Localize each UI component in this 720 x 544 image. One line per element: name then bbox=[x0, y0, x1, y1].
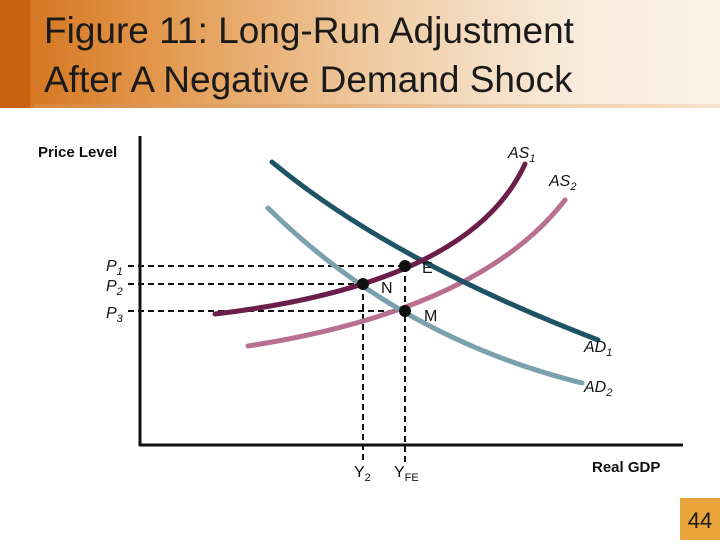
as1-curve bbox=[212, 161, 528, 317]
title-bar: Figure 11: Long-Run Adjustment After A N… bbox=[0, 0, 720, 108]
slide-title-line-1: Figure 11: Long-Run Adjustment bbox=[44, 10, 574, 51]
ad2-label: AD2 bbox=[583, 379, 612, 399]
p3-label: P3 bbox=[106, 305, 124, 325]
title-underline bbox=[34, 104, 720, 108]
point-e-label: E bbox=[422, 260, 433, 277]
as2-curve bbox=[245, 197, 568, 349]
point-n-dot bbox=[357, 278, 369, 290]
title-accent-bar bbox=[0, 0, 30, 108]
y2-label: Y2 bbox=[354, 464, 371, 484]
page-number: 44 bbox=[680, 498, 720, 540]
ad1-curve bbox=[269, 159, 601, 343]
y-axis-label: Price Level bbox=[38, 144, 117, 161]
slide-title: Figure 11: Long-Run Adjustment After A N… bbox=[44, 6, 574, 104]
slide-title-line-2: After A Negative Demand Shock bbox=[44, 59, 573, 100]
ad1-label: AD1 bbox=[583, 339, 612, 359]
p2-label: P2 bbox=[106, 278, 123, 298]
x-axis-label: Real GDP bbox=[592, 459, 660, 476]
point-m-dot bbox=[399, 305, 411, 317]
point-n-label: N bbox=[381, 280, 393, 297]
ad2-curve bbox=[265, 205, 585, 386]
point-m-label: M bbox=[424, 308, 437, 325]
as1-label: AS1 bbox=[507, 145, 535, 165]
point-e-dot bbox=[399, 260, 411, 272]
yfe-label: YFE bbox=[394, 464, 419, 484]
p1-label: P1 bbox=[106, 258, 123, 278]
as2-label: AS2 bbox=[548, 173, 576, 193]
